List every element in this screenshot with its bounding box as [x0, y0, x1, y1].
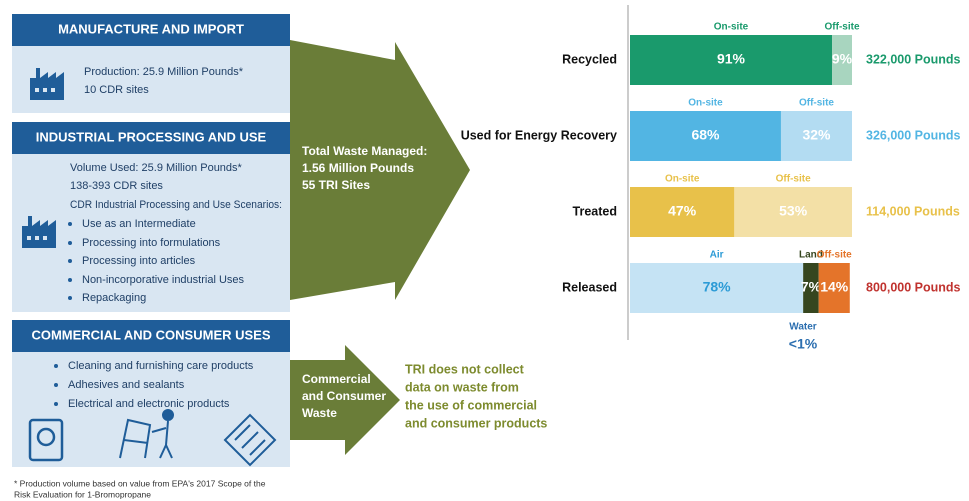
segment-name: On-site	[714, 22, 749, 33]
bar-segment	[832, 35, 852, 85]
segment-value: 47%	[668, 203, 697, 219]
bar-segment	[803, 263, 819, 313]
furniture-icon	[119, 409, 174, 459]
arrow-text: Waste	[302, 406, 337, 420]
box-header	[12, 320, 290, 352]
bullet	[68, 241, 72, 245]
segment-name: Off-site	[799, 98, 834, 109]
note: TRI does not collect	[405, 362, 525, 376]
footnote: * Production volume based on value from …	[14, 478, 266, 488]
appliance-icon	[28, 418, 64, 462]
arrow-text: 1.56 Million Pounds	[302, 161, 414, 175]
factory-icon	[22, 216, 56, 248]
bullet	[68, 222, 72, 226]
segment-value: 91%	[717, 51, 746, 67]
section-title: INDUSTRIAL PROCESSING AND USE	[36, 129, 267, 144]
section-bullet: Repackaging	[82, 292, 146, 304]
bar-segment	[780, 111, 852, 161]
bar-segment	[630, 187, 735, 237]
bullet	[68, 259, 72, 263]
note: the use of commercial	[405, 398, 537, 412]
factory-icon	[30, 68, 64, 100]
section-title: MANUFACTURE AND IMPORT	[58, 21, 244, 36]
bullet	[54, 364, 58, 368]
segment-name: Off-site	[817, 250, 852, 261]
box-header	[12, 122, 290, 154]
circuit-icon	[223, 413, 277, 467]
section-bullet: Non-incorporative industrial Uses	[82, 274, 245, 286]
section-bullet: Cleaning and furnishing care products	[68, 360, 254, 372]
note: data on waste from	[405, 380, 519, 394]
row-label: Recycled	[562, 52, 617, 66]
box-header	[12, 14, 290, 46]
section-line: 138-393 CDR sites	[70, 180, 163, 192]
row-total: 322,000 Pounds	[866, 52, 961, 66]
bullet	[54, 383, 58, 387]
section-line: 10 CDR sites	[84, 84, 149, 96]
section-bullet: Electrical and electronic products	[68, 398, 230, 410]
arrow-text: and Consumer	[302, 389, 386, 403]
small-arrow	[290, 345, 400, 455]
segment-value: 78%	[703, 279, 732, 295]
note: and consumer products	[405, 416, 547, 430]
bar-segment	[734, 187, 852, 237]
section-bullet: Adhesives and sealants	[68, 379, 185, 391]
row-total: 800,000 Pounds	[866, 280, 961, 294]
segment-name: Off-site	[825, 22, 860, 33]
big-arrow	[290, 40, 470, 300]
row-total: 326,000 Pounds	[866, 128, 961, 142]
section-line: Production: 25.9 Million Pounds*	[84, 66, 244, 78]
segment-name: On-site	[688, 98, 723, 109]
water-value: <1%	[789, 336, 818, 352]
row-label: Used for Energy Recovery	[461, 128, 617, 142]
arrow-text: Total Waste Managed:	[302, 144, 427, 158]
section-bullet: Processing into formulations	[82, 237, 221, 249]
row-label: Released	[562, 280, 617, 294]
segment-value: 7%	[801, 279, 822, 295]
segment-value: 53%	[779, 203, 808, 219]
section-bullet: Use as an Intermediate	[82, 218, 196, 230]
bar-segment	[630, 263, 804, 313]
segment-value: 68%	[691, 127, 720, 143]
segment-name: Air	[710, 250, 724, 261]
segment-name: On-site	[665, 174, 700, 185]
row-label: Treated	[573, 204, 617, 218]
bullet	[68, 296, 72, 300]
segment-value: 32%	[802, 127, 831, 143]
segment-name: Land	[799, 250, 823, 261]
bullet	[68, 278, 72, 282]
segment-name: Off-site	[776, 174, 811, 185]
bar-segment	[630, 35, 833, 85]
bar-segment	[630, 111, 781, 161]
segment-value: 14%	[820, 279, 849, 295]
section-title: COMMERCIAL AND CONSUMER USES	[31, 327, 270, 342]
bullet	[54, 402, 58, 406]
segment-value: 9%	[832, 51, 853, 67]
section-line: Volume Used: 25.9 Million Pounds*	[70, 162, 243, 174]
bar-segment	[818, 263, 850, 313]
arrow-text: 55 TRI Sites	[302, 178, 370, 192]
section-line: CDR Industrial Processing and Use Scenar…	[70, 199, 282, 211]
row-total: 114,000 Pounds	[866, 204, 960, 218]
arrow-text: Commercial	[302, 372, 371, 386]
section-bullet: Processing into articles	[82, 255, 196, 267]
footnote: Risk Evaluation for 1-Bromopropane	[14, 489, 151, 499]
water-name: Water	[789, 322, 817, 333]
